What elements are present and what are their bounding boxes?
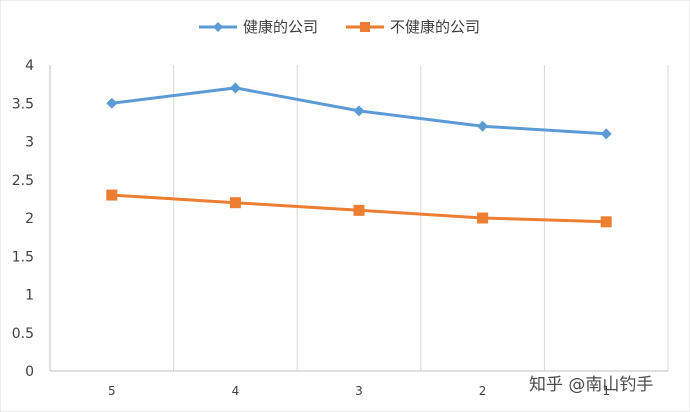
legend-label: 健康的公司 [243,18,318,36]
y-tick-label: 3 [25,135,34,151]
y-tick-label: 0.5 [12,326,34,342]
x-tick-label: 5 [108,384,116,398]
legend-marker-diamond [213,22,223,32]
data-point-diamond [353,105,365,117]
data-point-square [600,216,612,228]
y-tick-label: 1 [25,288,34,304]
y-tick-label: 3.5 [12,96,34,112]
x-tick-label: 2 [479,384,487,398]
watermark-text: 知乎 @南山钓手 [529,375,653,395]
x-axis-ticks: 5 4 3 2 1 [108,384,610,398]
data-point-square [353,204,365,216]
x-tick-label: 1 [602,384,610,398]
data-point-diamond [600,128,612,140]
data-point-diamond [229,82,241,94]
data-point-square [229,197,241,209]
y-tick-label: 2.5 [12,173,34,189]
y-tick-label: 4 [25,58,34,74]
data-point-diamond [106,97,118,109]
legend-marker-square [360,22,370,32]
y-tick-label: 2 [25,211,34,227]
x-tick-label: 3 [355,384,363,398]
data-point-diamond [477,120,489,132]
series-group [106,82,612,228]
legend-item-2: 不健康的公司 [346,18,480,36]
legend-label: 不健康的公司 [390,18,480,36]
y-tick-label: 1.5 [12,249,34,265]
data-point-square [106,189,118,201]
legend-item-1: 健康的公司 [199,18,318,36]
grid-lines [173,65,669,371]
data-point-square [477,212,489,224]
legend: 健康的公司 不健康的公司 [199,18,480,36]
series-1 [106,82,612,140]
y-tick-label: 0 [25,364,34,380]
axes [49,65,668,372]
y-axis-ticks: 0 0.5 1 1.5 2 2.5 3 3.5 4 [12,58,34,380]
series-2 [106,189,612,228]
x-tick-label: 4 [232,384,240,398]
